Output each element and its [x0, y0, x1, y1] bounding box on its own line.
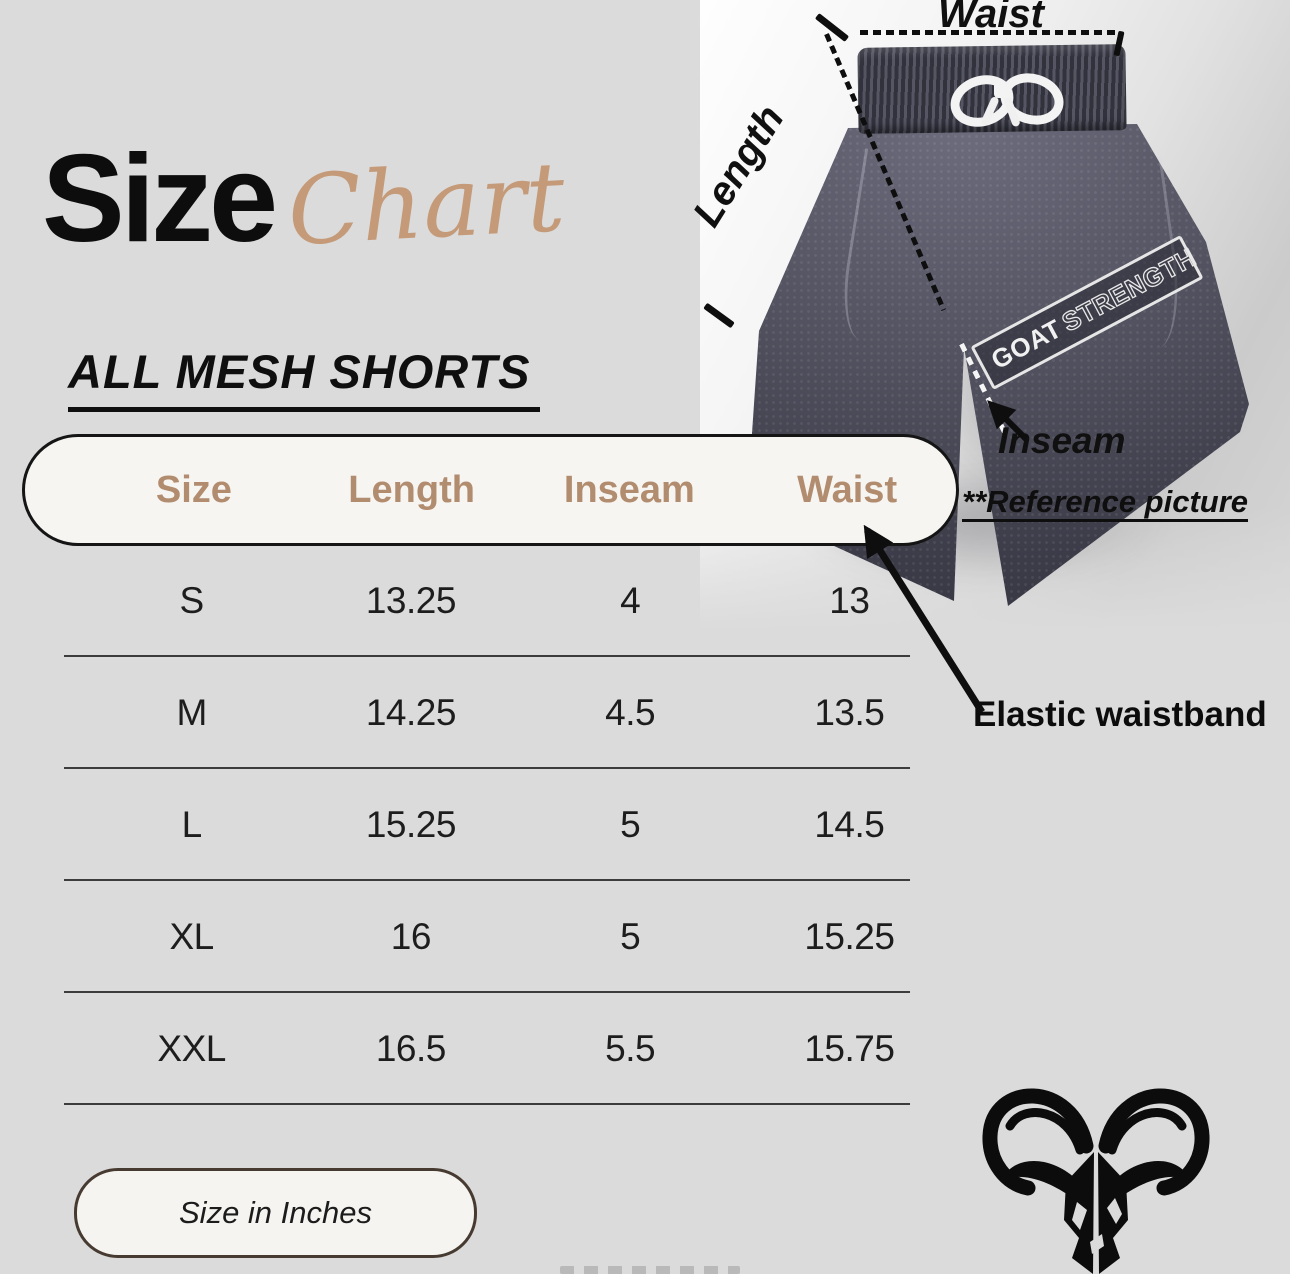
table-row: M 14.25 4.5 13.5 [22, 657, 959, 769]
waist-label: Waist [938, 0, 1044, 36]
cell-length: 14.25 [365, 692, 457, 733]
cell-length: 13.25 [365, 580, 457, 621]
reference-picture-note: **Reference picture [962, 484, 1249, 519]
row-divider [64, 991, 910, 993]
elastic-waistband-label: Elastic waistband [973, 695, 1267, 734]
page-title: Size Chart [42, 128, 568, 270]
row-divider [64, 879, 910, 881]
cell-size: XXL [157, 1028, 226, 1069]
cell-waist: 15.75 [804, 1028, 895, 1069]
elastic-waistband-arrow [863, 524, 985, 714]
row-divider [64, 767, 910, 769]
table-row: L 15.25 5 14.5 [22, 769, 959, 881]
inseam-arrow [987, 400, 1029, 442]
cell-length: 15.25 [365, 804, 457, 845]
size-table-body: S 13.25 4 13 M 14.25 4.5 13.5 L 15.25 5 … [22, 545, 959, 1105]
table-row: XXL 16.5 5.5 15.75 [22, 993, 959, 1105]
cell-waist: 15.25 [804, 916, 895, 957]
cell-inseam: 5 [620, 916, 641, 957]
table-row: XL 16 5 15.25 [22, 881, 959, 993]
cropped-text-artifact [560, 1266, 740, 1274]
title-chart: Chart [285, 140, 568, 268]
cell-waist: 13 [829, 580, 870, 621]
subtitle: ALL MESH SHORTS [68, 344, 541, 412]
goat-horn-left [982, 1088, 1094, 1196]
size-table-header: Size Length Inseam Waist [22, 434, 959, 546]
goat-strength-logo [982, 1088, 1210, 1274]
column-header-waist: Waist [797, 468, 898, 511]
goat-horn-left-inner [1005, 1108, 1085, 1155]
cell-waist: 13.5 [814, 692, 885, 733]
goat-horn-right-inner [1107, 1108, 1187, 1155]
units-pill: Size in Inches [74, 1168, 477, 1258]
cell-length: 16.5 [375, 1028, 447, 1069]
column-header-length: Length [348, 468, 475, 511]
cell-inseam: 5.5 [605, 1028, 656, 1069]
cell-size: M [176, 692, 207, 733]
cell-inseam: 4.5 [605, 692, 656, 733]
goat-ear-left [1002, 1160, 1076, 1196]
column-header-inseam: Inseam [563, 468, 695, 511]
table-row: S 13.25 4 13 [22, 545, 959, 657]
cell-inseam: 5 [620, 804, 641, 845]
column-header-size: Size [155, 468, 232, 511]
row-divider [64, 1103, 910, 1105]
waist-measure-line [860, 30, 1120, 35]
units-label: Size in Inches [179, 1195, 372, 1230]
cell-inseam: 4 [620, 580, 641, 621]
cell-size: XL [169, 916, 214, 957]
goat-ear-right [1116, 1160, 1190, 1196]
inseam-label: Inseam [998, 420, 1126, 461]
drawstring-bow [943, 64, 1070, 135]
goat-horn-right [1098, 1088, 1210, 1196]
cell-size: S [179, 580, 205, 621]
cell-length: 16 [390, 916, 432, 957]
cell-size: L [181, 804, 203, 845]
row-divider [64, 655, 910, 657]
title-size: Size [42, 130, 278, 268]
cell-waist: 14.5 [814, 804, 885, 845]
